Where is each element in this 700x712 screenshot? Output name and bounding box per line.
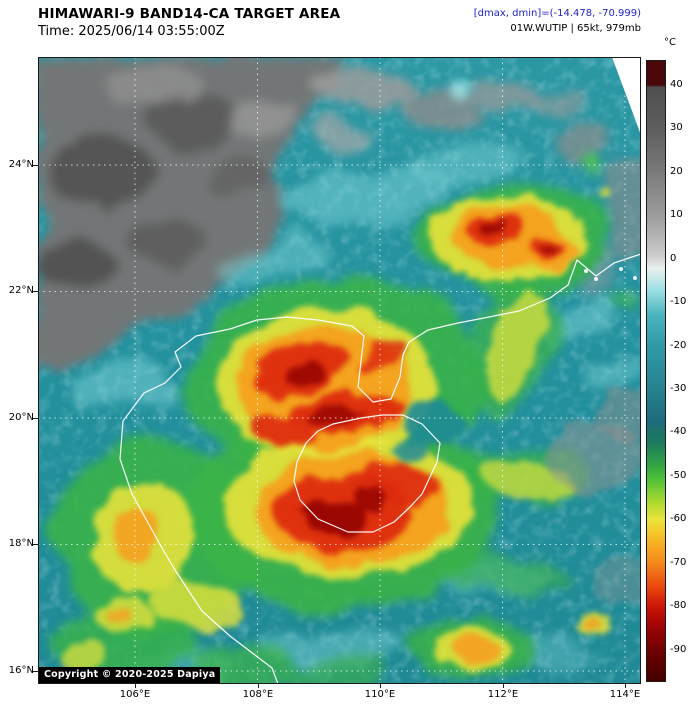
colorbar-tick-label: 10: [670, 209, 683, 220]
header-right-block: [dmax, dmin]=(-14.478, -70.999) 01W.WUTI…: [474, 7, 641, 35]
lat-tick-label: 22°N: [8, 285, 34, 296]
lat-tick-mark: [33, 544, 38, 545]
coastlines: [119, 253, 641, 684]
lat-tick-label: 16°N: [8, 665, 34, 676]
lat-tick-mark: [33, 291, 38, 292]
lon-tick-mark: [258, 684, 259, 688]
lat-tick-label: 20°N: [8, 412, 34, 423]
lat-tick-mark: [33, 165, 38, 166]
colorbar-unit-label: °C: [664, 37, 676, 48]
scan-edge-nodata-wedge: [612, 57, 641, 135]
colorbar-tick-label: -40: [670, 426, 687, 437]
map-frame: [38, 57, 641, 684]
colorbar-tick-label: -20: [670, 340, 687, 351]
colorbar-tick-label: -50: [670, 470, 687, 481]
lon-tick-mark: [625, 684, 626, 688]
lon-tick-label: 114°E: [609, 689, 641, 700]
mainland-coastline: [119, 253, 641, 684]
colorbar-tick-label: -30: [670, 383, 687, 394]
storm-info-label: 01W.WUTIP | 65kt, 979mb: [510, 23, 641, 34]
colorbar-tick-label: 20: [670, 166, 683, 177]
colorbar-tick-label: 0: [670, 253, 677, 264]
cloud-layer-darkred: [285, 219, 555, 538]
colorbar-tick-label: -70: [670, 557, 687, 568]
colorbar-tick-label: 40: [670, 79, 683, 90]
colorbar: [646, 60, 666, 682]
lon-tick-mark: [135, 684, 136, 688]
dry-slot-layer: [392, 387, 641, 608]
lon-tick-label: 108°E: [242, 689, 274, 700]
colorbar-tick-label: -60: [670, 513, 687, 524]
dmax-dmin-label: [dmax, dmin]=(-14.478, -70.999): [473, 8, 641, 19]
lat-tick-label: 24°N: [8, 159, 34, 170]
lon-tick-label: 110°E: [364, 689, 396, 700]
lat-tick-mark: [33, 671, 38, 672]
colorbar-tick-label: -80: [670, 600, 687, 611]
colorbar-tick-label: -10: [670, 296, 687, 307]
timestamp-label: Time: 2025/06/14 03:55:00Z: [38, 24, 225, 39]
cirrus-cyan-layer: [73, 88, 641, 684]
satellite-map-area: [38, 57, 641, 684]
lon-tick-mark: [503, 684, 504, 688]
hainan-island-coastline: [293, 414, 441, 533]
lon-tick-label: 106°E: [119, 689, 151, 700]
lon-tick-mark: [380, 684, 381, 688]
lat-tick-mark: [33, 418, 38, 419]
colorbar-tick-label: 30: [670, 122, 683, 133]
copyright-badge: Copyright © 2020-2025 Dapiya: [39, 667, 221, 683]
lon-tick-label: 112°E: [487, 689, 519, 700]
page-title: HIMAWARI-9 BAND14-CA TARGET AREA: [38, 6, 341, 22]
satellite-ir-image: [38, 57, 641, 684]
colorbar-tick-label: -90: [670, 644, 687, 655]
lat-tick-label: 18°N: [8, 538, 34, 549]
